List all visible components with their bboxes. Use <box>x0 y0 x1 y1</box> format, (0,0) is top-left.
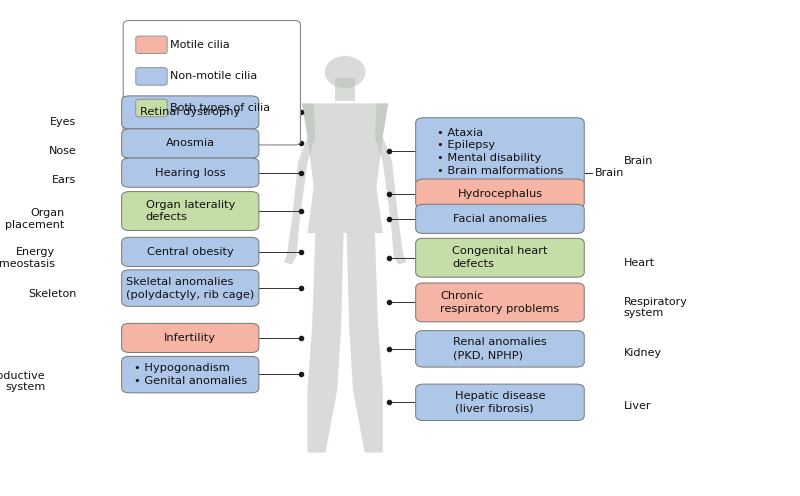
Text: Non-motile cilia: Non-motile cilia <box>170 71 258 81</box>
Text: Respiratory
system: Respiratory system <box>623 297 687 318</box>
Text: Chronic
respiratory problems: Chronic respiratory problems <box>440 291 559 314</box>
Text: Brain: Brain <box>623 156 653 167</box>
Ellipse shape <box>325 56 366 88</box>
Text: Ears: Ears <box>52 175 76 185</box>
FancyBboxPatch shape <box>416 204 584 234</box>
FancyBboxPatch shape <box>123 20 301 145</box>
FancyBboxPatch shape <box>122 237 259 266</box>
Text: Kidney: Kidney <box>623 349 662 359</box>
Text: Retinal dystrophy: Retinal dystrophy <box>140 107 241 118</box>
FancyBboxPatch shape <box>416 118 584 186</box>
Polygon shape <box>375 104 406 264</box>
Polygon shape <box>307 233 343 452</box>
FancyBboxPatch shape <box>416 238 584 277</box>
FancyBboxPatch shape <box>136 67 167 85</box>
Text: Heart: Heart <box>623 257 654 267</box>
FancyBboxPatch shape <box>416 179 584 208</box>
Text: Skeleton: Skeleton <box>28 289 76 299</box>
FancyBboxPatch shape <box>416 384 584 421</box>
Text: Skeletal anomalies
(polydactyly, rib cage): Skeletal anomalies (polydactyly, rib cag… <box>126 277 254 300</box>
Text: Congenital heart
defects: Congenital heart defects <box>452 247 548 269</box>
Text: Nose: Nose <box>49 146 76 156</box>
Text: Hepatic disease
(liver fibrosis): Hepatic disease (liver fibrosis) <box>454 391 546 414</box>
FancyBboxPatch shape <box>122 323 259 353</box>
Text: Organ
placement: Organ placement <box>5 208 65 230</box>
Text: Anosmia: Anosmia <box>166 138 214 148</box>
Text: Infertility: Infertility <box>164 333 216 343</box>
Text: Renal anomalies
(PKD, NPHP): Renal anomalies (PKD, NPHP) <box>453 337 547 360</box>
FancyBboxPatch shape <box>122 357 259 393</box>
FancyBboxPatch shape <box>416 283 584 322</box>
Text: • Ataxia
• Epilepsy
• Mental disability
• Brain malformations: • Ataxia • Epilepsy • Mental disability … <box>437 127 563 176</box>
FancyBboxPatch shape <box>136 36 167 54</box>
Polygon shape <box>284 104 315 264</box>
FancyBboxPatch shape <box>122 191 259 231</box>
Text: Reproductive
system: Reproductive system <box>0 371 46 392</box>
Text: Organ laterality
defects: Organ laterality defects <box>146 200 235 223</box>
FancyBboxPatch shape <box>335 78 355 101</box>
Text: Liver: Liver <box>623 401 651 411</box>
Text: Hearing loss: Hearing loss <box>155 168 226 178</box>
Polygon shape <box>302 104 388 233</box>
FancyBboxPatch shape <box>122 96 259 129</box>
FancyBboxPatch shape <box>122 270 259 307</box>
FancyBboxPatch shape <box>122 129 259 158</box>
Polygon shape <box>346 233 382 452</box>
FancyBboxPatch shape <box>122 158 259 187</box>
Text: Central obesity: Central obesity <box>147 247 234 257</box>
FancyBboxPatch shape <box>136 99 167 117</box>
Text: Eyes: Eyes <box>50 117 76 126</box>
Text: • Hypogonadism
• Genital anomalies: • Hypogonadism • Genital anomalies <box>134 363 247 386</box>
Text: Facial anomalies: Facial anomalies <box>453 214 547 224</box>
Text: Both types of cilia: Both types of cilia <box>170 103 270 113</box>
Text: Hydrocephalus: Hydrocephalus <box>458 188 542 198</box>
Text: Brain: Brain <box>595 168 625 178</box>
Text: Energy
homeostasis: Energy homeostasis <box>0 247 55 268</box>
FancyBboxPatch shape <box>416 331 584 367</box>
Text: Motile cilia: Motile cilia <box>170 40 230 50</box>
